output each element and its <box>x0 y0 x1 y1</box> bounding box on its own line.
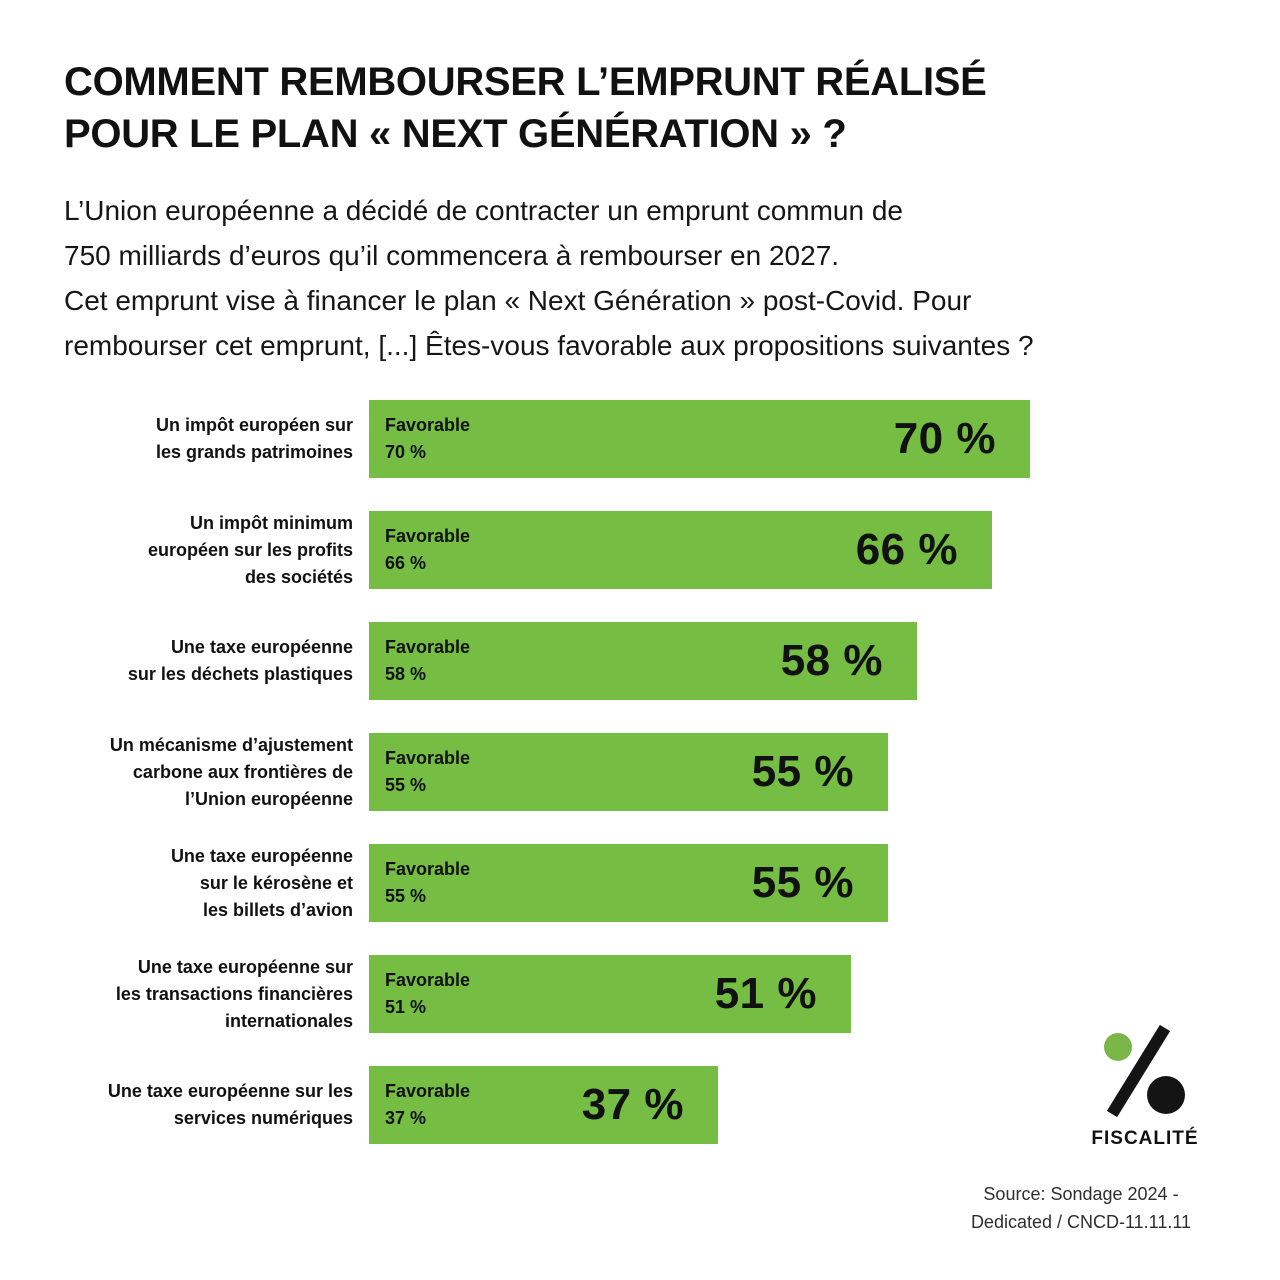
source-note: Source: Sondage 2024 - Dedicated / CNCD-… <box>970 1184 1192 1232</box>
page-title: COMMENT REMBOURSER L’EMPRUNT RÉALISÉ POU… <box>64 60 987 156</box>
logo-label: FISCALITÉ <box>1091 1128 1199 1149</box>
favorable-label: Favorable 70 % <box>385 412 470 466</box>
favorable-label: Favorable 37 % <box>385 1078 470 1132</box>
favorable-pct: 55 % <box>385 886 427 906</box>
bar: Favorable 66 % 66 % <box>369 511 992 589</box>
favorable-word: Favorable <box>385 415 471 435</box>
bar: Favorable 51 % 51 % <box>369 955 851 1033</box>
bar-track: Favorable 55 % 55 % <box>369 733 1280 811</box>
favorable-word: Favorable <box>385 526 471 546</box>
bar: Favorable 55 % 55 % <box>369 733 888 811</box>
category-label: Une taxe européenne sur les transactions… <box>115 956 353 1031</box>
bar-track: Favorable 55 % 55 % <box>369 844 1280 922</box>
favorable-pct: 51 % <box>385 997 427 1017</box>
category-label: Un impôt européen sur les grands patrimo… <box>155 415 353 462</box>
value-label: 58 % <box>780 636 883 685</box>
bar: Favorable 70 % 70 % <box>369 400 1030 478</box>
value-label: 55 % <box>751 858 854 907</box>
bar-track: Favorable 70 % 70 % <box>369 400 1280 478</box>
chart-row: Une taxe européenne sur les déchets plas… <box>0 622 1280 700</box>
favorable-word: Favorable <box>385 1081 471 1101</box>
favorable-label: Favorable 51 % <box>385 967 470 1021</box>
category-label: Un impôt minimum européen sur les profit… <box>147 512 353 587</box>
bar: Favorable 58 % 58 % <box>369 622 917 700</box>
favorable-pct: 37 % <box>385 1108 427 1128</box>
bar: Favorable 55 % 55 % <box>369 844 888 922</box>
intro-paragraph: L’Union européenne a décidé de contracte… <box>64 195 1034 361</box>
category-label: Une taxe européenne sur le kérosène et l… <box>170 845 353 920</box>
value-label: 70 % <box>893 414 996 463</box>
favorable-word: Favorable <box>385 748 471 768</box>
value-label: 37 % <box>581 1080 684 1129</box>
value-label: 55 % <box>751 747 854 796</box>
chart-row: Un impôt européen sur les grands patrimo… <box>0 400 1280 478</box>
favorable-word: Favorable <box>385 970 471 990</box>
chart-row: Une taxe européenne sur les services num… <box>0 1066 1280 1144</box>
header: COMMENT REMBOURSER L’EMPRUNT RÉALISÉ POU… <box>64 56 1234 368</box>
fiscalite-logo: FISCALITÉ <box>1085 1022 1205 1150</box>
favorable-label: Favorable 55 % <box>385 745 470 799</box>
category-label: Une taxe européenne sur les services num… <box>107 1081 353 1128</box>
category-label: Une taxe européenne sur les déchets plas… <box>127 637 353 684</box>
chart-row: Un mécanisme d’ajustement carbone aux fr… <box>0 733 1280 811</box>
favorable-label: Favorable 58 % <box>385 634 470 688</box>
bar-track: Favorable 58 % 58 % <box>369 622 1280 700</box>
category-label: Un mécanisme d’ajustement carbone aux fr… <box>109 734 353 809</box>
bar-track: Favorable 37 % 37 % <box>369 1066 1280 1144</box>
chart-row: Un impôt minimum européen sur les profit… <box>0 511 1280 589</box>
favorable-pct: 70 % <box>385 442 427 462</box>
percent-icon <box>1104 1024 1185 1118</box>
favorable-pct: 55 % <box>385 775 427 795</box>
favorable-pct: 58 % <box>385 664 427 684</box>
chart-row: Une taxe européenne sur les transactions… <box>0 955 1280 1033</box>
bar: Favorable 37 % 37 % <box>369 1066 718 1144</box>
favorable-word: Favorable <box>385 859 471 879</box>
value-label: 51 % <box>714 969 817 1018</box>
bar-chart: Un impôt européen sur les grands patrimo… <box>0 400 1280 1177</box>
bar-track: Favorable 66 % 66 % <box>369 511 1280 589</box>
value-label: 66 % <box>855 525 958 574</box>
favorable-label: Favorable 55 % <box>385 856 470 910</box>
bar-track: Favorable 51 % 51 % <box>369 955 1280 1033</box>
favorable-label: Favorable 66 % <box>385 523 470 577</box>
chart-row: Une taxe européenne sur le kérosène et l… <box>0 844 1280 922</box>
favorable-pct: 66 % <box>385 553 427 573</box>
favorable-word: Favorable <box>385 637 471 657</box>
